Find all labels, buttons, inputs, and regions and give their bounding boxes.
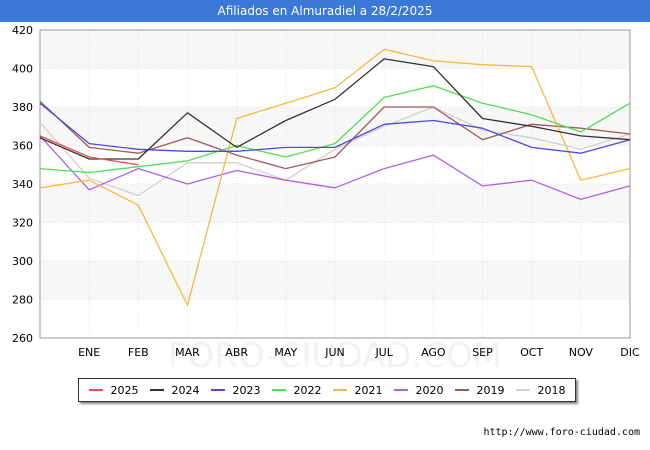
x-tick-labels: ENE FEB MAR ABR MAY JUN JUL AGO SEP OCT NOV DIC [78, 346, 640, 359]
series-line-2024 [39, 58, 631, 160]
legend-item-2022: 2022 [271, 383, 322, 397]
legend-item-2023: 2023 [210, 383, 261, 397]
plot-band [40, 30, 630, 69]
y-tick-label: 260 [12, 332, 33, 345]
y-tick-label: 380 [12, 101, 33, 114]
x-tick-label: MAY [274, 346, 297, 359]
plot-border [39, 29, 631, 339]
legend-label: 2025 [110, 383, 139, 397]
legend-swatch [515, 389, 530, 391]
x-tick-label: MAR [175, 346, 200, 359]
legend-label: 2019 [476, 383, 505, 397]
legend-label: 2024 [171, 383, 200, 397]
x-tick-label: JUN [324, 346, 345, 359]
y-tick-label: 400 [12, 63, 33, 76]
legend-label: 2021 [354, 383, 383, 397]
series-line-2023 [39, 102, 631, 154]
series-lines [39, 48, 631, 306]
legend-item-2021: 2021 [332, 383, 383, 397]
y-tick-label: 420 [12, 24, 33, 37]
legend-item-2025: 2025 [88, 383, 139, 397]
legend-swatch [393, 389, 408, 391]
y-tick-label: 340 [12, 178, 33, 191]
series-line-2019 [39, 100, 631, 170]
legend-swatch [88, 389, 103, 391]
x-tick-label: ABR [225, 346, 248, 359]
plot-bands [40, 30, 630, 300]
x-tick-label: JUL [374, 346, 393, 359]
legend-label: 2018 [537, 383, 566, 397]
legend-label: 2022 [293, 383, 322, 397]
legend-swatch [332, 389, 347, 391]
y-tick-labels: 260 280 300 320 340 360 380 400 420 [12, 24, 33, 345]
plot-frame [39, 29, 631, 339]
y-tick-label: 360 [12, 140, 33, 153]
y-tick-label: 300 [12, 255, 33, 268]
legend-swatch [210, 389, 225, 391]
legend-swatch [271, 389, 286, 391]
y-tick-label: 320 [12, 217, 33, 230]
y-tick-label: 280 [12, 294, 33, 307]
legend-item-2019: 2019 [454, 383, 505, 397]
chart-title: Afiliados en Almuradiel a 28/2/2025 [0, 0, 650, 22]
x-tick-label: NOV [569, 346, 594, 359]
x-tick-label: SEP [472, 346, 493, 359]
x-tick-label: AGO [421, 346, 446, 359]
source-url: http://www.foro-ciudad.com [483, 427, 640, 438]
legend-item-2020: 2020 [393, 383, 444, 397]
plot-band [40, 261, 630, 300]
series-line-2022 [39, 85, 631, 174]
series-line-2025 [39, 135, 139, 166]
x-tick-label: OCT [520, 346, 543, 359]
series-line-2018 [39, 106, 631, 197]
legend-label: 2020 [415, 383, 444, 397]
line-chart: FORO-CIUDAD.COM 260 280 300 320 340 360 380 400… [12, 24, 640, 375]
series-line-2021 [39, 48, 631, 306]
x-tick-label: FEB [128, 346, 149, 359]
x-tick-label: DIC [620, 346, 640, 359]
watermark: FORO-CIUDAD.COM [168, 336, 502, 375]
legend-item-2018: 2018 [515, 383, 566, 397]
series-line-2020 [39, 135, 631, 201]
legend-label: 2023 [232, 383, 261, 397]
legend: 2025 2024 2023 2022 2021 2020 2019 2018 [78, 378, 576, 402]
x-tick-label: ENE [78, 346, 100, 359]
legend-item-2024: 2024 [149, 383, 200, 397]
legend-swatch [149, 389, 164, 391]
legend-swatch [454, 389, 469, 391]
